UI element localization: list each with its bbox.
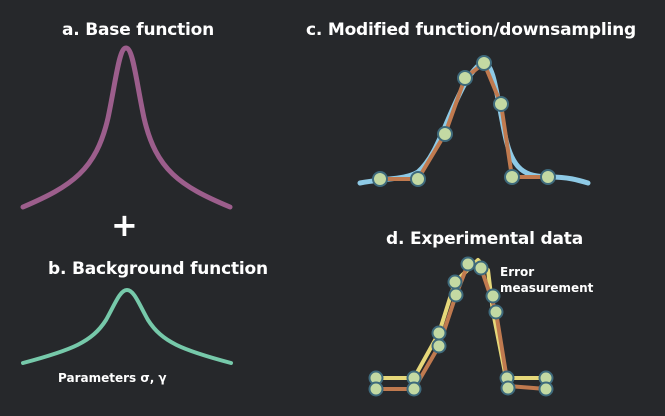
sample-point bbox=[473, 260, 489, 276]
error-label-line1: Error bbox=[500, 265, 535, 279]
error-label-line2: measurement bbox=[500, 281, 594, 295]
sample-point bbox=[437, 126, 453, 142]
sample-point bbox=[460, 256, 476, 272]
sample-point bbox=[500, 380, 516, 396]
sample-point bbox=[410, 171, 426, 187]
sample-point bbox=[485, 288, 501, 304]
sample-point bbox=[488, 304, 504, 320]
panel-d-title: d. Experimental data bbox=[386, 229, 583, 249]
parameters-label: Parameters σ, γ bbox=[58, 371, 167, 385]
background-function-curve bbox=[21, 287, 233, 365]
plus-operator: + bbox=[111, 206, 138, 244]
sample-point bbox=[406, 381, 422, 397]
sample-point bbox=[431, 338, 447, 354]
error-measurement-label: Error measurement bbox=[500, 264, 593, 296]
sample-point bbox=[504, 169, 520, 185]
experimental-points bbox=[368, 256, 554, 397]
base-function-curve bbox=[20, 45, 233, 210]
panel-b-title: b. Background function bbox=[48, 259, 268, 279]
sample-point bbox=[372, 171, 388, 187]
panel-c-title: c. Modified function/downsampling bbox=[306, 20, 636, 40]
sample-point bbox=[368, 381, 384, 397]
panel-a-title: a. Base function bbox=[62, 20, 215, 40]
sample-point bbox=[431, 325, 447, 341]
sample-point bbox=[540, 169, 556, 185]
sample-point bbox=[538, 381, 554, 397]
sample-point bbox=[447, 274, 463, 290]
downsampled-line bbox=[380, 61, 548, 181]
sample-point bbox=[476, 55, 492, 71]
sample-point bbox=[493, 96, 509, 112]
modified-function-curve bbox=[357, 59, 591, 186]
sample-point bbox=[448, 287, 464, 303]
sample-point bbox=[457, 70, 473, 86]
downsampled-points bbox=[372, 55, 556, 187]
